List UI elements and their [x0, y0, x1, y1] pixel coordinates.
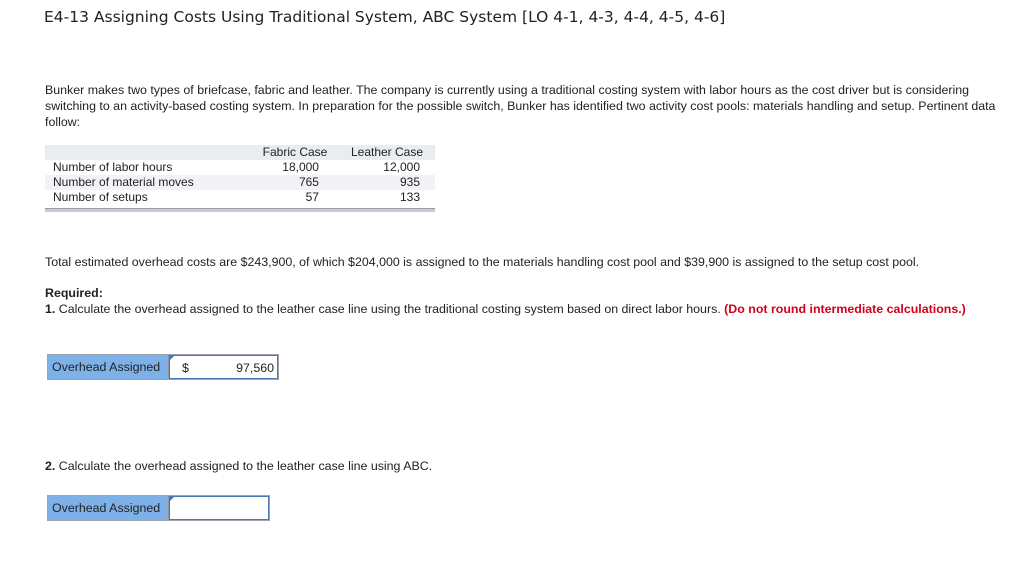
overhead-assigned-input-abc[interactable]	[169, 496, 269, 520]
cell: 765	[251, 175, 339, 190]
answer-row-1: Overhead Assigned $ 97,560	[47, 354, 279, 380]
question-text: Calculate the overhead assigned to the l…	[58, 302, 721, 316]
required-label: Required:	[45, 286, 103, 300]
overhead-assigned-input[interactable]: $ 97,560	[169, 355, 278, 379]
question-number: 2.	[45, 459, 56, 473]
cell: 57	[305, 190, 319, 204]
answer-label: Overhead Assigned	[48, 355, 169, 379]
header-cell: Leather Case	[338, 145, 435, 160]
table-row: Number of material moves 765 935	[45, 175, 435, 190]
header-cell	[45, 145, 251, 160]
table-header-row: Fabric Case Leather Case	[45, 145, 435, 160]
answer-label: Overhead Assigned	[48, 496, 169, 520]
row-label: Number of setups	[53, 190, 148, 204]
row-label: Number of material moves	[45, 175, 251, 190]
row-label: Number of labor hours	[53, 160, 173, 174]
header-cell: Fabric Case	[251, 145, 339, 160]
input-value: 97,560	[236, 361, 274, 375]
table-row: Number of setups 57 133	[45, 190, 435, 205]
data-table: Fabric Case Leather Case Number of labor…	[45, 145, 435, 205]
cell: 12,000	[383, 160, 420, 174]
cell: 935	[338, 175, 435, 190]
table-row: Number of labor hours 18,000 12,000	[45, 160, 435, 175]
cell: 18,000	[282, 160, 319, 174]
cell: 133	[399, 190, 420, 204]
answer-row-2: Overhead Assigned	[47, 495, 270, 521]
currency-symbol: $	[182, 361, 189, 375]
table-bottom-border	[45, 208, 435, 212]
question-2: 2. Calculate the overhead assigned to th…	[45, 458, 432, 474]
intro-text: Bunker makes two types of briefcase, fab…	[45, 83, 996, 129]
question-note: (Do not round intermediate calculations.…	[724, 302, 966, 316]
question-1: Required: 1. Calculate the overhead assi…	[45, 285, 1005, 317]
question-text: Calculate the overhead assigned to the l…	[58, 459, 433, 473]
question-number: 1.	[45, 302, 56, 316]
overhead-text: Total estimated overhead costs are $243,…	[45, 255, 920, 269]
page-title: E4-13 Assigning Costs Using Traditional …	[44, 8, 726, 26]
